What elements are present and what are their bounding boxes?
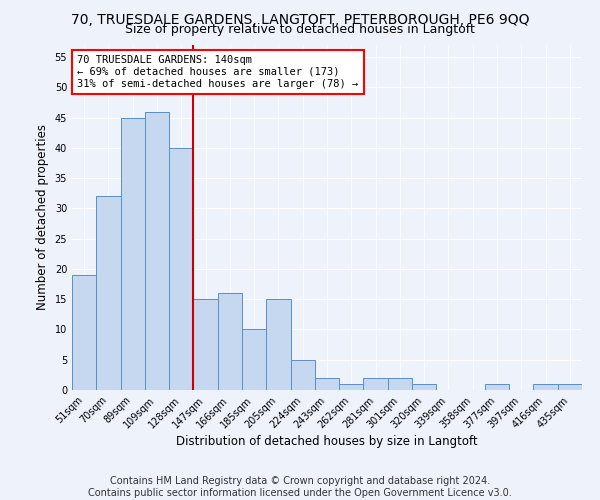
Text: Contains HM Land Registry data © Crown copyright and database right 2024.
Contai: Contains HM Land Registry data © Crown c… — [88, 476, 512, 498]
Bar — [412, 384, 436, 390]
Bar — [96, 196, 121, 390]
Bar — [193, 299, 218, 390]
Bar — [266, 299, 290, 390]
Text: 70, TRUESDALE GARDENS, LANGTOFT, PETERBOROUGH, PE6 9QQ: 70, TRUESDALE GARDENS, LANGTOFT, PETERBO… — [71, 12, 529, 26]
X-axis label: Distribution of detached houses by size in Langtoft: Distribution of detached houses by size … — [176, 436, 478, 448]
Bar — [169, 148, 193, 390]
Bar — [339, 384, 364, 390]
Bar — [315, 378, 339, 390]
Bar — [388, 378, 412, 390]
Bar — [533, 384, 558, 390]
Text: Size of property relative to detached houses in Langtoft: Size of property relative to detached ho… — [125, 22, 475, 36]
Bar — [485, 384, 509, 390]
Bar — [558, 384, 582, 390]
Text: 70 TRUESDALE GARDENS: 140sqm
← 69% of detached houses are smaller (173)
31% of s: 70 TRUESDALE GARDENS: 140sqm ← 69% of de… — [77, 56, 358, 88]
Bar — [218, 293, 242, 390]
Bar — [145, 112, 169, 390]
Bar — [290, 360, 315, 390]
Bar — [121, 118, 145, 390]
Bar — [364, 378, 388, 390]
Y-axis label: Number of detached properties: Number of detached properties — [36, 124, 49, 310]
Bar — [72, 275, 96, 390]
Bar — [242, 330, 266, 390]
